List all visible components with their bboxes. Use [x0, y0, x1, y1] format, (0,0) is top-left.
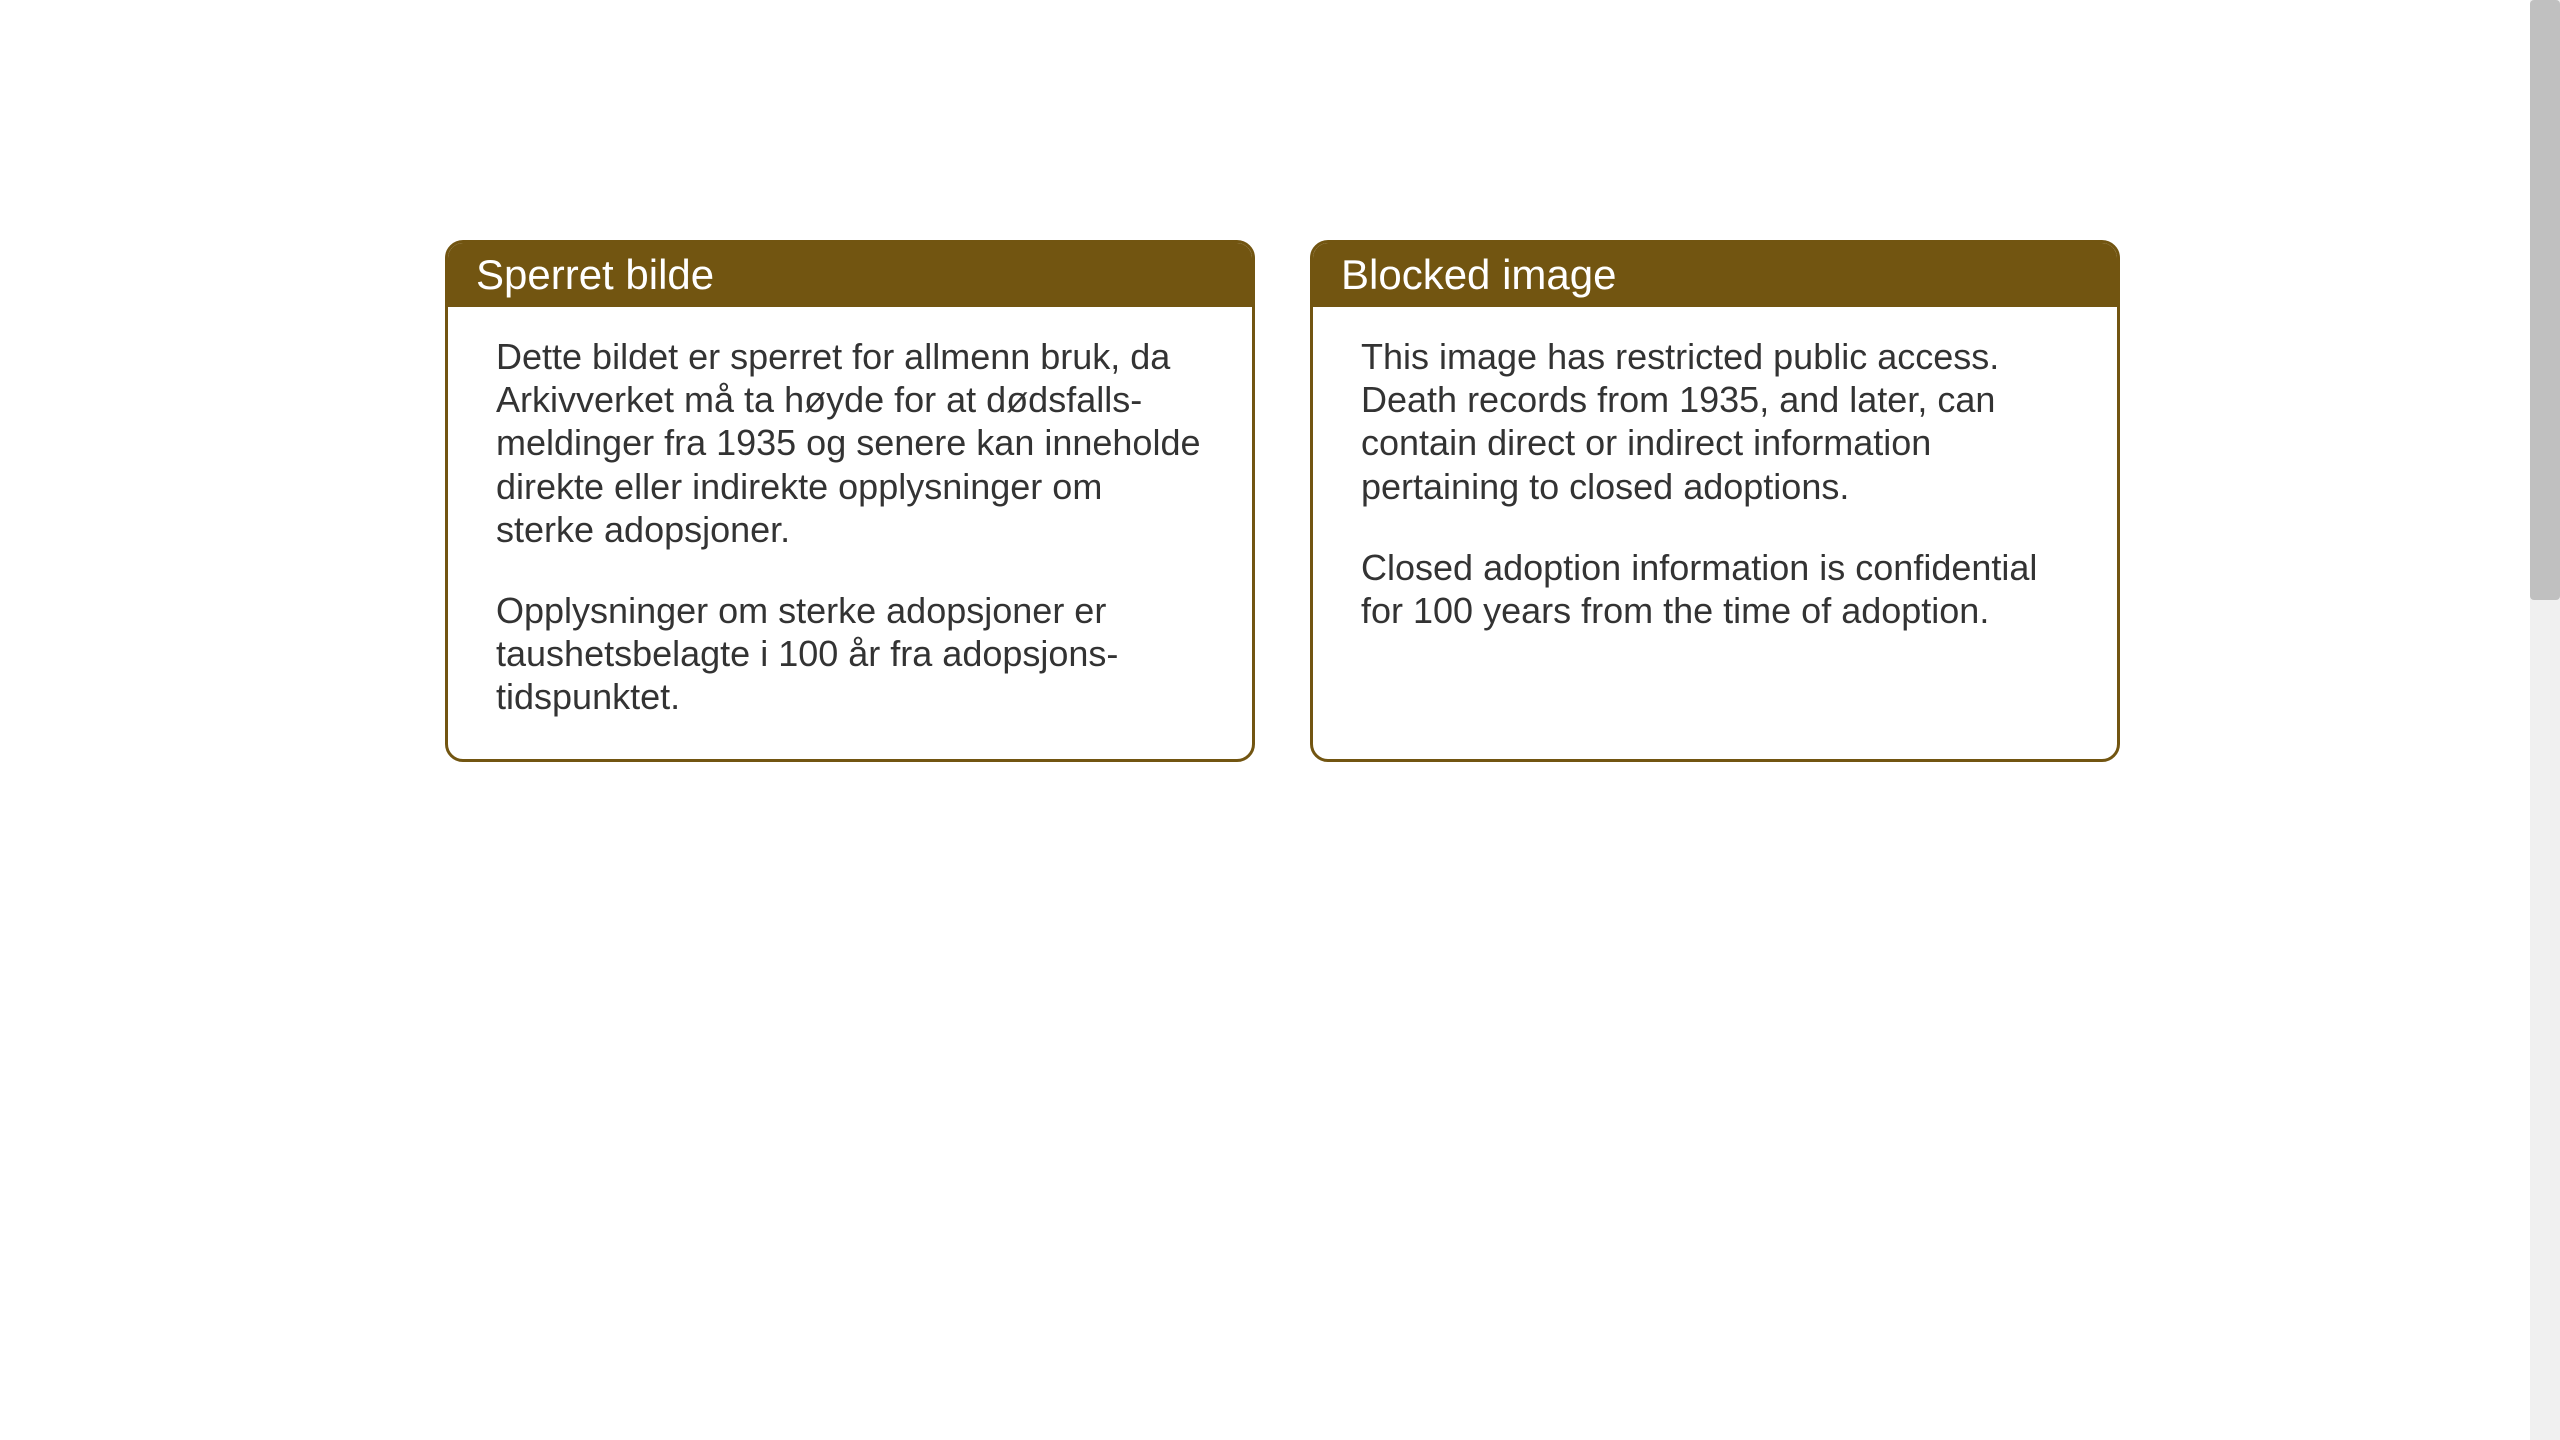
english-paragraph-2: Closed adoption information is confident…: [1361, 546, 2069, 632]
english-paragraph-1: This image has restricted public access.…: [1361, 335, 2069, 508]
norwegian-notice-body: Dette bildet er sperret for allmenn bruk…: [448, 307, 1252, 759]
scrollbar-thumb[interactable]: [2530, 0, 2560, 600]
norwegian-paragraph-1: Dette bildet er sperret for allmenn bruk…: [496, 335, 1204, 551]
norwegian-notice-title: Sperret bilde: [448, 243, 1252, 307]
english-notice-body: This image has restricted public access.…: [1313, 307, 2117, 672]
notice-container: Sperret bilde Dette bildet er sperret fo…: [0, 0, 2560, 762]
scrollbar-track[interactable]: [2530, 0, 2560, 1440]
english-notice-box: Blocked image This image has restricted …: [1310, 240, 2120, 762]
norwegian-notice-box: Sperret bilde Dette bildet er sperret fo…: [445, 240, 1255, 762]
norwegian-paragraph-2: Opplysninger om sterke adopsjoner er tau…: [496, 589, 1204, 719]
english-notice-title: Blocked image: [1313, 243, 2117, 307]
